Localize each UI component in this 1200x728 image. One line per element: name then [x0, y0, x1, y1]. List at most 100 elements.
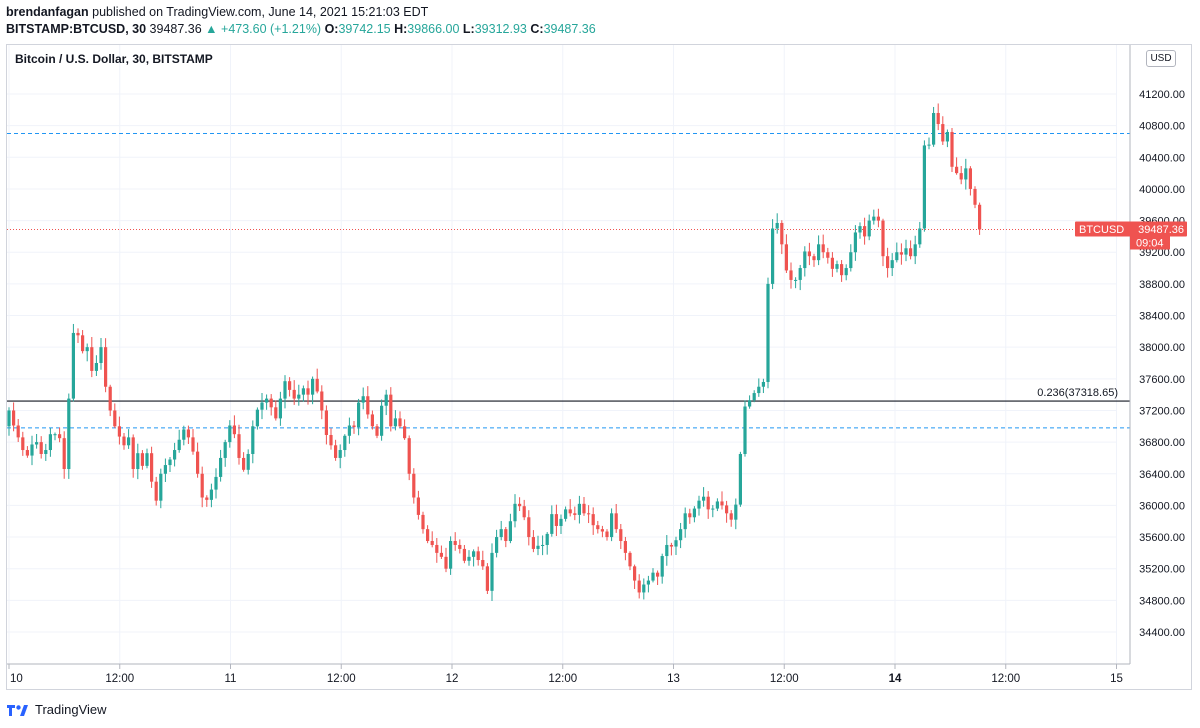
candle-body [559, 518, 563, 526]
candle-body [62, 438, 66, 470]
candle-body [274, 407, 278, 419]
x-tick-label: 12:00 [327, 673, 356, 685]
candle-body [950, 131, 954, 167]
candle-body [881, 220, 885, 257]
candle-body [568, 509, 572, 514]
candle-body [964, 168, 968, 180]
candle-body [835, 264, 839, 269]
candle-body [518, 503, 522, 507]
x-tick-label: 15 [1110, 673, 1123, 685]
candle-body [812, 256, 816, 261]
candle-body [205, 497, 209, 500]
candle-body [775, 222, 779, 229]
countdown-text: 09:04 [1136, 238, 1164, 250]
candle-body [909, 248, 913, 257]
candle-body [219, 457, 223, 477]
candle-body [260, 402, 264, 410]
candle-body [366, 396, 370, 415]
candle-body [255, 409, 259, 427]
x-tick-label: 12:00 [105, 673, 134, 685]
candle-body [692, 508, 696, 518]
candle-body [44, 450, 48, 454]
candle-body [522, 506, 526, 518]
candle-body [352, 425, 356, 428]
candle-body [564, 509, 568, 519]
candle-body [913, 244, 917, 257]
candle-body [269, 398, 273, 408]
candle-body [495, 537, 499, 553]
candle-body [16, 425, 20, 438]
candle-body [122, 436, 126, 446]
candle-body [817, 244, 821, 261]
candle-body [94, 363, 98, 371]
candle-body [973, 188, 977, 205]
currency-badge[interactable]: USD [1146, 50, 1176, 67]
candle-body [186, 429, 190, 438]
candle-body [752, 393, 756, 401]
candle-body [136, 453, 140, 470]
candle-body [347, 425, 351, 436]
candle-body [863, 226, 867, 237]
candle-body [265, 398, 269, 403]
candle-body [541, 544, 545, 546]
price-tag-box [1075, 221, 1187, 237]
candle-body [895, 252, 899, 261]
low-label: L: [462, 22, 475, 36]
open-label: O: [324, 22, 339, 36]
candle-body [499, 529, 503, 538]
candle-body [844, 268, 848, 276]
candle-body [301, 388, 305, 395]
y-tick-label: 40800.00 [1139, 121, 1185, 133]
candle-body [39, 442, 43, 454]
candle-body [729, 513, 733, 520]
candle-body [67, 398, 71, 470]
candle-body [485, 566, 489, 591]
candle-body [715, 501, 719, 509]
candle-body [99, 347, 103, 363]
y-tick-label: 38000.00 [1139, 342, 1185, 354]
candle-body [472, 551, 476, 557]
open-value: 39742.15 [338, 22, 391, 36]
author-name[interactable]: brendanfagan [6, 5, 89, 19]
candle-body [140, 453, 144, 466]
candle-body [467, 556, 471, 561]
fib-level-label: 0.236(37318.65) [1037, 387, 1118, 399]
candle-body [490, 552, 494, 591]
y-tick-label: 40000.00 [1139, 184, 1185, 196]
y-tick-label: 34800.00 [1139, 595, 1185, 607]
candle-body [665, 544, 669, 557]
candle-body [821, 244, 825, 253]
candle-body [90, 347, 94, 371]
candle-body [407, 438, 411, 474]
x-tick-label: 12:00 [770, 673, 799, 685]
candle-body [237, 434, 241, 458]
x-tick-label: 14 [889, 673, 902, 685]
candle-body [784, 244, 788, 271]
candle-body [886, 256, 890, 269]
candle-body [12, 410, 16, 426]
close-label: C: [530, 22, 544, 36]
candle-body [771, 228, 775, 284]
candle-body [223, 442, 227, 458]
candle-body [858, 226, 862, 233]
candle-body [476, 551, 480, 561]
candle-body [329, 434, 333, 446]
candle-body [375, 426, 379, 436]
candle-body [58, 434, 62, 439]
candle-body [867, 220, 871, 237]
candle-body [384, 394, 388, 406]
candle-body [481, 560, 485, 567]
candle-body [968, 168, 972, 189]
y-tick-label: 35200.00 [1139, 564, 1185, 576]
candle-body [150, 453, 154, 482]
candle-body [334, 445, 338, 458]
candle-body [554, 514, 558, 526]
candle-body [577, 503, 581, 515]
candle-body [743, 406, 747, 454]
candle-body [633, 566, 637, 581]
footer-brand[interactable]: TradingView [6, 702, 107, 717]
candle-body [449, 541, 453, 569]
candle-body [173, 450, 177, 460]
candle-body [246, 453, 250, 470]
